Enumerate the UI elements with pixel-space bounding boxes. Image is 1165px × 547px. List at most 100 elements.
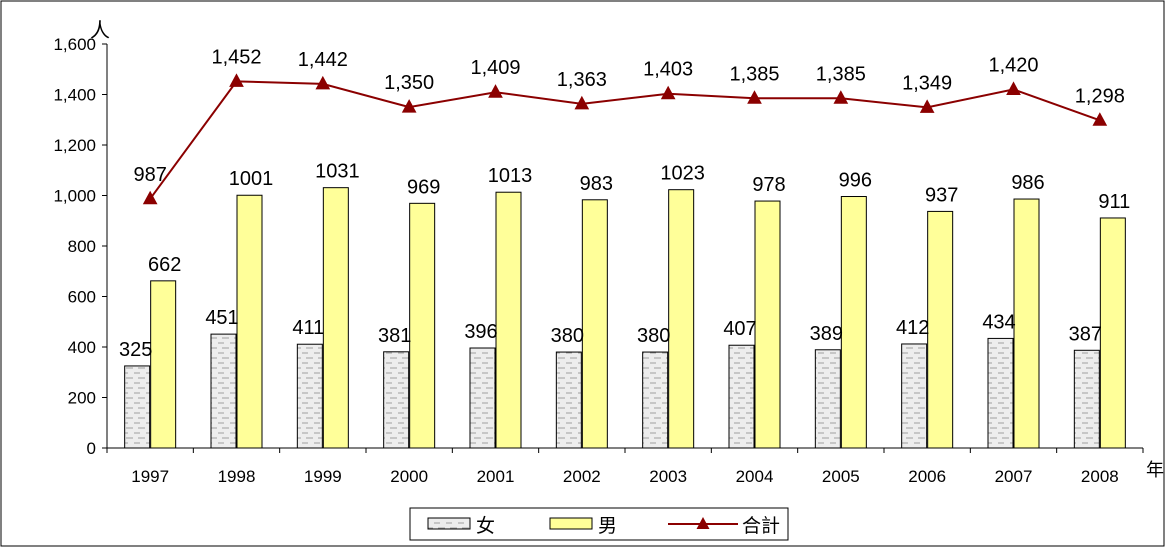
bar-female <box>728 344 755 449</box>
y-tick-label: 1,600 <box>53 35 96 54</box>
data-label-female: 380 <box>551 325 584 347</box>
bar-female <box>124 365 151 449</box>
x-tick-label: 1999 <box>304 467 342 486</box>
total-marker <box>315 75 331 90</box>
total-marker <box>574 95 590 110</box>
bar-female <box>469 347 496 449</box>
x-tick-label: 1998 <box>218 467 256 486</box>
bar-male <box>840 196 867 449</box>
data-label-total: 1,298 <box>1075 85 1125 107</box>
data-label-female: 407 <box>723 318 756 340</box>
total-marker <box>660 85 676 100</box>
x-tick-label: 2006 <box>908 467 946 486</box>
legend-label-female: 女 <box>476 515 495 537</box>
data-label-total: 1,350 <box>384 72 434 94</box>
data-label-male: 937 <box>925 184 958 206</box>
data-label-female: 434 <box>982 311 1015 333</box>
bar-male <box>668 189 695 449</box>
data-label-female: 389 <box>810 323 843 345</box>
legend-label-total: 合計 <box>742 515 780 537</box>
x-tick-label: 2003 <box>649 467 687 486</box>
legend-label-male: 男 <box>598 516 617 537</box>
bar-male <box>927 210 954 449</box>
y-tick-label: 1,400 <box>53 86 96 105</box>
data-label-female: 396 <box>464 321 497 343</box>
data-label-male: 996 <box>839 170 872 192</box>
data-label-female: 412 <box>896 317 929 339</box>
total-marker <box>488 84 503 98</box>
data-label-total: 1,363 <box>557 69 607 91</box>
bar-female <box>1073 349 1100 449</box>
bar-female <box>814 349 841 449</box>
data-label-male: 662 <box>148 254 181 276</box>
y-tick-label: 600 <box>68 288 96 307</box>
total-marker <box>1092 112 1108 126</box>
x-tick-label: 2008 <box>1081 467 1119 486</box>
data-label-male: 969 <box>407 176 440 198</box>
data-label-male: 1013 <box>488 165 533 187</box>
data-label-total: 1,349 <box>902 72 952 94</box>
y-tick-label: 1,000 <box>53 187 96 206</box>
data-label-total: 1,442 <box>298 49 348 71</box>
data-label-female: 451 <box>205 307 238 329</box>
data-label-male: 911 <box>1098 191 1130 213</box>
y-tick-label: 0 <box>87 439 96 458</box>
data-label-male: 1023 <box>660 163 705 185</box>
y-tick-label: 400 <box>68 338 96 357</box>
total-line-path <box>149 80 1101 200</box>
legend-swatch-female <box>427 517 471 530</box>
bar-female <box>555 351 582 449</box>
data-label-female: 380 <box>637 325 670 347</box>
data-label-male: 978 <box>752 174 785 196</box>
bars <box>124 187 1126 449</box>
data-label-female: 325 <box>119 339 152 361</box>
x-tick-label: 2004 <box>736 467 774 486</box>
bar-male <box>322 187 349 449</box>
bar-female <box>987 337 1014 449</box>
x-tick-label: 2000 <box>390 467 428 486</box>
total-marker <box>919 99 935 113</box>
total-marker <box>229 73 244 87</box>
y-axis-unit-label: 人 <box>90 19 110 42</box>
y-tick-label: 1,200 <box>53 136 96 155</box>
total-marker <box>1006 81 1021 95</box>
data-label-total: 1,420 <box>988 54 1038 76</box>
bar-female <box>901 343 928 449</box>
data-label-male: 983 <box>580 173 613 195</box>
data-label-total: 1,403 <box>643 59 693 81</box>
data-label-total: 1,452 <box>211 46 261 68</box>
bar-male <box>1013 198 1040 449</box>
x-axis-unit-label: 年 <box>1146 460 1164 480</box>
data-label-female: 387 <box>1069 323 1102 345</box>
bar-male <box>581 199 608 449</box>
x-tick-label: 2007 <box>995 467 1033 486</box>
y-tick-label: 200 <box>68 389 96 408</box>
data-label-total: 1,385 <box>729 63 779 85</box>
bar-male <box>495 191 522 449</box>
bar-female <box>210 333 237 449</box>
data-label-total: 987 <box>133 164 166 186</box>
bar-male <box>409 202 436 449</box>
bar-female <box>383 351 410 449</box>
data-label-male: 1031 <box>315 161 360 183</box>
data-label-total: 1,385 <box>816 63 866 85</box>
legend: 女 男 合計 <box>409 507 789 541</box>
total-marker <box>401 99 417 113</box>
data-label-male: 986 <box>1011 172 1044 194</box>
x-tick-label: 2002 <box>563 467 601 486</box>
x-tick-label: 2001 <box>477 467 515 486</box>
y-tick-label: 800 <box>68 237 96 256</box>
bar-female <box>296 343 323 449</box>
x-tick-label: 2005 <box>822 467 860 486</box>
total-marker <box>142 190 158 205</box>
total-marker <box>747 90 762 104</box>
bar-male <box>1099 217 1126 449</box>
x-tick-label: 1997 <box>131 467 169 486</box>
bar-male <box>236 194 263 449</box>
total-marker <box>833 90 849 104</box>
data-label-female: 411 <box>292 317 324 339</box>
bar-female <box>642 351 669 449</box>
